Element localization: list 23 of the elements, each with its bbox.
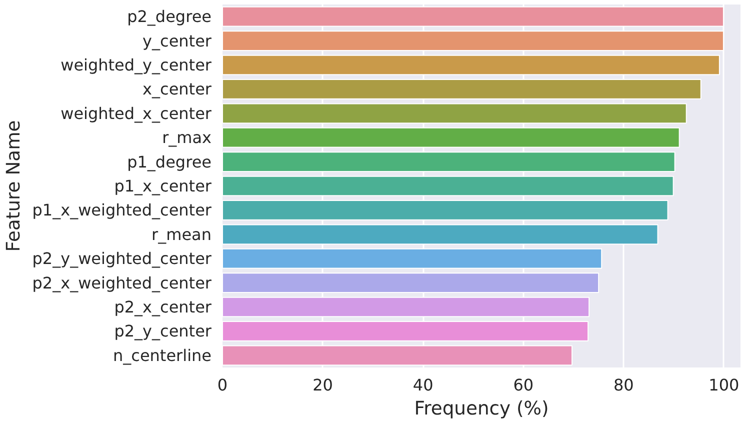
y-tick-label: x_center [142, 80, 212, 99]
y-axis-title: Feature Name [3, 120, 24, 252]
x-tick-label: 20 [312, 376, 333, 394]
y-tick-label: p2_y_center [114, 322, 212, 341]
y-tick-label: p1_degree [127, 152, 212, 172]
y-tick-label: r_mean [152, 224, 212, 244]
y-tick-label: p2_y_weighted_center [32, 249, 212, 268]
y-tick-label: p2_x_weighted_center [32, 273, 212, 292]
x-axis-title: Frequency (%) [414, 398, 549, 420]
y-tick-label: r_max [162, 128, 212, 148]
y-tick-label: p1_x_center [114, 176, 212, 196]
y-tick-label: y_center [142, 31, 212, 50]
y-tick-label: p2_x_center [114, 298, 212, 316]
y-tick-label: p1_x_weighted_center [32, 200, 212, 220]
y-tick-label: p2_degree [127, 7, 212, 26]
y-tick-label: weighted_x_center [60, 104, 212, 123]
y-tick-label: weighted_y_center [60, 56, 212, 74]
x-tick-label: 40 [412, 376, 434, 394]
x-tick-label: 0 [217, 376, 228, 394]
y-tick-label: n_centerline [113, 346, 212, 365]
x-tick-label: 100 [708, 376, 740, 394]
x-tick-label: 60 [513, 376, 534, 394]
x-tick-label: 80 [613, 376, 634, 394]
